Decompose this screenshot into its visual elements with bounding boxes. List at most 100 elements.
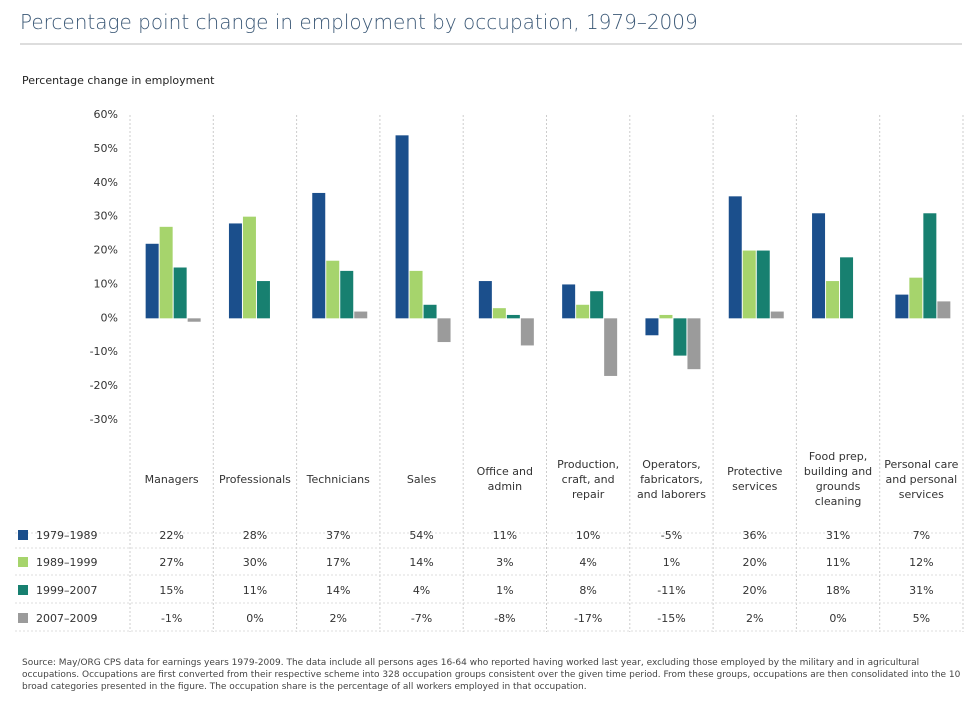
- y-tick-label: -30%: [90, 413, 118, 426]
- category-label: Office and admin: [476, 465, 533, 493]
- chart-title: Percentage point change in employment by…: [20, 10, 698, 34]
- table-value: 20%: [742, 555, 767, 569]
- bar: [812, 213, 826, 319]
- bar: [659, 314, 673, 319]
- y-tick-label: -20%: [90, 379, 118, 392]
- table-value: 8%: [579, 583, 597, 597]
- bar: [770, 311, 784, 319]
- bar: [173, 267, 187, 319]
- table-value: 31%: [909, 583, 934, 597]
- bar: [256, 281, 270, 319]
- table-value: 28%: [242, 528, 268, 542]
- table-value: 11%: [492, 528, 518, 542]
- table-value: 27%: [159, 555, 184, 569]
- bar: [520, 318, 534, 346]
- legend-label: 1989–1999: [36, 555, 98, 569]
- bar: [673, 318, 687, 356]
- table-value: -11%: [657, 583, 686, 597]
- bar: [478, 281, 492, 319]
- bar: [423, 304, 437, 319]
- table-value: -5%: [660, 528, 683, 542]
- table-value: 4%: [579, 555, 597, 569]
- category-label: Protective services: [727, 465, 783, 493]
- bar: [590, 291, 604, 319]
- bar: [576, 304, 590, 319]
- y-tick-label: 60%: [94, 108, 118, 121]
- bar: [742, 250, 756, 319]
- table-value: 1%: [496, 583, 514, 597]
- bar: [326, 260, 340, 319]
- y-tick-label: 40%: [94, 176, 118, 189]
- table-value: 10%: [575, 528, 601, 542]
- bar: [909, 277, 923, 319]
- bar: [354, 311, 368, 319]
- bar: [187, 318, 201, 322]
- bar: [728, 196, 742, 319]
- category-label: Food prep, building and grounds cleaning: [803, 450, 873, 508]
- table-value: 18%: [825, 583, 851, 597]
- bar: [895, 294, 909, 319]
- table-value: 31%: [825, 528, 851, 542]
- category-label: Personal care and personal services: [884, 457, 959, 501]
- table-value: 54%: [409, 528, 434, 542]
- bar: [840, 257, 854, 319]
- table-value: 15%: [159, 583, 184, 597]
- legend-swatch: [18, 557, 28, 567]
- bar: [604, 318, 618, 376]
- table-value: 37%: [326, 528, 351, 542]
- category-label: Professionals: [219, 472, 291, 486]
- table-value: -17%: [573, 611, 603, 625]
- bar: [409, 270, 423, 319]
- table-value: -1%: [160, 611, 183, 625]
- y-tick-label: 30%: [94, 210, 118, 223]
- legend-label: 2007–2009: [36, 611, 98, 625]
- table-value: 1%: [662, 555, 681, 569]
- table-value: 17%: [326, 555, 351, 569]
- table-value: -8%: [494, 611, 516, 625]
- bar: [492, 308, 506, 319]
- legend-swatch: [18, 530, 28, 540]
- table-value: 12%: [909, 555, 934, 569]
- category-label: Production, craft, and repair: [557, 457, 620, 501]
- table-value: 11%: [242, 583, 268, 597]
- bar: [923, 213, 937, 319]
- table-value: 20%: [742, 583, 767, 597]
- bar: [242, 216, 256, 319]
- bar: [340, 270, 354, 319]
- table-value: 7%: [912, 528, 931, 542]
- bar: [756, 250, 770, 319]
- table-value: 0%: [246, 611, 264, 625]
- table-value: 4%: [412, 583, 431, 597]
- y-tick-label: -10%: [90, 345, 118, 358]
- legend-swatch: [18, 585, 28, 595]
- bar: [645, 318, 659, 336]
- table-value: 2%: [746, 611, 764, 625]
- y-tick-label: 10%: [94, 277, 118, 290]
- y-axis-label: Percentage change in employment: [22, 74, 215, 87]
- bar: [145, 243, 159, 319]
- bar: [312, 192, 326, 319]
- table-value: 2%: [329, 611, 347, 625]
- table-value: 5%: [912, 611, 931, 625]
- bar: [562, 284, 576, 319]
- table-value: 14%: [409, 555, 434, 569]
- source-note: Source: May/ORG CPS data for earnings ye…: [22, 658, 961, 692]
- bar: [937, 301, 951, 319]
- y-tick-label: 50%: [94, 142, 118, 155]
- bar: [506, 314, 520, 319]
- table-value: 11%: [825, 555, 851, 569]
- table-value: 30%: [242, 555, 268, 569]
- bar: [159, 226, 173, 319]
- table-value: 3%: [496, 555, 514, 569]
- bar: [687, 318, 701, 370]
- bar: [826, 281, 840, 319]
- category-label: Operators, fabricators, and laborers: [636, 457, 706, 501]
- y-tick-label: 20%: [94, 244, 118, 257]
- category-label: Managers: [144, 472, 199, 486]
- table-value: 36%: [742, 528, 767, 542]
- table-value: -7%: [410, 611, 433, 625]
- table-value: 14%: [326, 583, 351, 597]
- table-value: -15%: [657, 611, 686, 625]
